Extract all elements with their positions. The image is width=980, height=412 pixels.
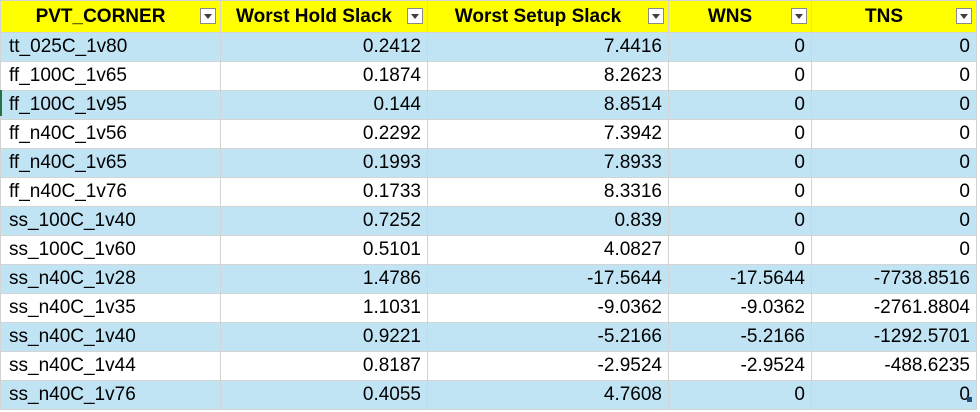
- cell-tns[interactable]: 0: [811, 61, 977, 91]
- cell-tns[interactable]: 0: [811, 380, 977, 410]
- cell-worst-hold-slack[interactable]: 0.4055: [220, 380, 428, 410]
- header-label: Worst Setup Slack: [454, 5, 622, 27]
- filter-dropdown-icon[interactable]: [791, 8, 807, 24]
- header-label: TNS: [865, 5, 903, 27]
- header-wns[interactable]: WNS: [668, 0, 812, 33]
- table-row: ss_100C_1v60 0.5101 4.0827 0 0: [0, 235, 977, 265]
- cell-wns[interactable]: -17.5644: [668, 264, 812, 294]
- table-resize-handle[interactable]: [967, 397, 972, 402]
- cell-worst-setup-slack[interactable]: -2.9524: [427, 351, 669, 381]
- header-worst-setup-slack[interactable]: Worst Setup Slack: [427, 0, 669, 33]
- table-row: ff_100C_1v65 0.1874 8.2623 0 0: [0, 61, 977, 91]
- header-worst-hold-slack[interactable]: Worst Hold Slack: [220, 0, 428, 33]
- cell-wns[interactable]: 0: [668, 206, 812, 236]
- table-row: ff_n40C_1v56 0.2292 7.3942 0 0: [0, 119, 977, 149]
- table-row: ss_n40C_1v76 0.4055 4.7608 0 0: [0, 380, 977, 410]
- header-label: PVT_CORNER: [35, 5, 166, 27]
- filter-dropdown-icon[interactable]: [956, 8, 972, 24]
- cell-worst-hold-slack[interactable]: 1.1031: [220, 293, 428, 323]
- cell-wns[interactable]: 0: [668, 235, 812, 265]
- cell-worst-setup-slack[interactable]: -5.2166: [427, 322, 669, 352]
- cell-tns[interactable]: -7738.8516: [811, 264, 977, 294]
- cell-worst-hold-slack[interactable]: 0.7252: [220, 206, 428, 236]
- cell-worst-hold-slack[interactable]: 0.8187: [220, 351, 428, 381]
- table-row: ff_100C_1v95 0.144 8.8514 0 0: [0, 90, 977, 120]
- cell-pvt-corner[interactable]: ss_n40C_1v40: [0, 322, 221, 352]
- cell-worst-setup-slack[interactable]: 7.8933: [427, 148, 669, 178]
- cell-worst-setup-slack[interactable]: 7.3942: [427, 119, 669, 149]
- cell-worst-setup-slack[interactable]: -17.5644: [427, 264, 669, 294]
- cell-worst-hold-slack[interactable]: 0.2412: [220, 32, 428, 62]
- cell-worst-hold-slack[interactable]: 0.1993: [220, 148, 428, 178]
- cell-wns[interactable]: 0: [668, 90, 812, 120]
- cell-tns[interactable]: 0: [811, 119, 977, 149]
- cell-pvt-corner[interactable]: ff_100C_1v65: [0, 61, 221, 91]
- cell-worst-hold-slack[interactable]: 0.5101: [220, 235, 428, 265]
- cell-wns[interactable]: 0: [668, 32, 812, 62]
- cell-worst-setup-slack[interactable]: 4.7608: [427, 380, 669, 410]
- cell-pvt-corner[interactable]: ff_n40C_1v76: [0, 177, 221, 207]
- cell-wns[interactable]: -2.9524: [668, 351, 812, 381]
- cell-pvt-corner[interactable]: ff_n40C_1v56: [0, 119, 221, 149]
- table-row: ss_100C_1v40 0.7252 0.839 0 0: [0, 206, 977, 236]
- cell-tns[interactable]: 0: [811, 32, 977, 62]
- filter-dropdown-icon[interactable]: [407, 8, 423, 24]
- cell-pvt-corner[interactable]: ss_n40C_1v44: [0, 351, 221, 381]
- cell-tns[interactable]: -1292.5701: [811, 322, 977, 352]
- table-row: ff_n40C_1v65 0.1993 7.8933 0 0: [0, 148, 977, 178]
- cell-tns[interactable]: 0: [811, 206, 977, 236]
- cell-worst-hold-slack[interactable]: 0.144: [220, 90, 428, 120]
- cell-worst-setup-slack[interactable]: 8.8514: [427, 90, 669, 120]
- cell-wns[interactable]: -9.0362: [668, 293, 812, 323]
- cell-tns[interactable]: 0: [811, 148, 977, 178]
- selected-row-marker: [0, 90, 2, 116]
- header-tns[interactable]: TNS: [811, 0, 977, 33]
- cell-wns[interactable]: 0: [668, 177, 812, 207]
- cell-pvt-corner[interactable]: ss_n40C_1v35: [0, 293, 221, 323]
- table-row: ff_n40C_1v76 0.1733 8.3316 0 0: [0, 177, 977, 207]
- header-pvt-corner[interactable]: PVT_CORNER: [0, 0, 221, 33]
- cell-tns[interactable]: -2761.8804: [811, 293, 977, 323]
- cell-worst-setup-slack[interactable]: 4.0827: [427, 235, 669, 265]
- cell-tns[interactable]: -488.6235: [811, 351, 977, 381]
- header-label: Worst Hold Slack: [236, 5, 392, 27]
- cell-worst-hold-slack[interactable]: 0.1874: [220, 61, 428, 91]
- header-label: WNS: [707, 5, 753, 27]
- table-row: ss_n40C_1v44 0.8187 -2.9524 -2.9524 -488…: [0, 351, 977, 381]
- cell-wns[interactable]: 0: [668, 61, 812, 91]
- cell-worst-hold-slack[interactable]: 1.4786: [220, 264, 428, 294]
- cell-pvt-corner[interactable]: ff_n40C_1v65: [0, 148, 221, 178]
- cell-wns[interactable]: 0: [668, 148, 812, 178]
- cell-pvt-corner[interactable]: ss_100C_1v60: [0, 235, 221, 265]
- cell-worst-hold-slack[interactable]: 0.9221: [220, 322, 428, 352]
- cell-pvt-corner[interactable]: ff_100C_1v95: [0, 90, 221, 120]
- cell-pvt-corner[interactable]: ss_100C_1v40: [0, 206, 221, 236]
- filter-dropdown-icon[interactable]: [648, 8, 664, 24]
- cell-wns[interactable]: -5.2166: [668, 322, 812, 352]
- cell-tns[interactable]: 0: [811, 177, 977, 207]
- cell-worst-setup-slack[interactable]: -9.0362: [427, 293, 669, 323]
- table-row: ss_n40C_1v40 0.9221 -5.2166 -5.2166 -129…: [0, 322, 977, 352]
- cell-pvt-corner[interactable]: ss_n40C_1v76: [0, 380, 221, 410]
- cell-wns[interactable]: 0: [668, 380, 812, 410]
- cell-worst-setup-slack[interactable]: 0.839: [427, 206, 669, 236]
- table-row: ss_n40C_1v28 1.4786 -17.5644 -17.5644 -7…: [0, 264, 977, 294]
- filter-dropdown-icon[interactable]: [200, 8, 216, 24]
- cell-worst-setup-slack[interactable]: 7.4416: [427, 32, 669, 62]
- cell-worst-hold-slack[interactable]: 0.1733: [220, 177, 428, 207]
- cell-tns[interactable]: 0: [811, 235, 977, 265]
- cell-pvt-corner[interactable]: ss_n40C_1v28: [0, 264, 221, 294]
- table-row: ss_n40C_1v35 1.1031 -9.0362 -9.0362 -276…: [0, 293, 977, 323]
- header-row: PVT_CORNER Worst Hold Slack Worst Setup …: [0, 0, 977, 33]
- cell-worst-setup-slack[interactable]: 8.2623: [427, 61, 669, 91]
- table-row: tt_025C_1v80 0.2412 7.4416 0 0: [0, 32, 977, 62]
- cell-worst-hold-slack[interactable]: 0.2292: [220, 119, 428, 149]
- cell-worst-setup-slack[interactable]: 8.3316: [427, 177, 669, 207]
- cell-pvt-corner[interactable]: tt_025C_1v80: [0, 32, 221, 62]
- cell-wns[interactable]: 0: [668, 119, 812, 149]
- cell-tns[interactable]: 0: [811, 90, 977, 120]
